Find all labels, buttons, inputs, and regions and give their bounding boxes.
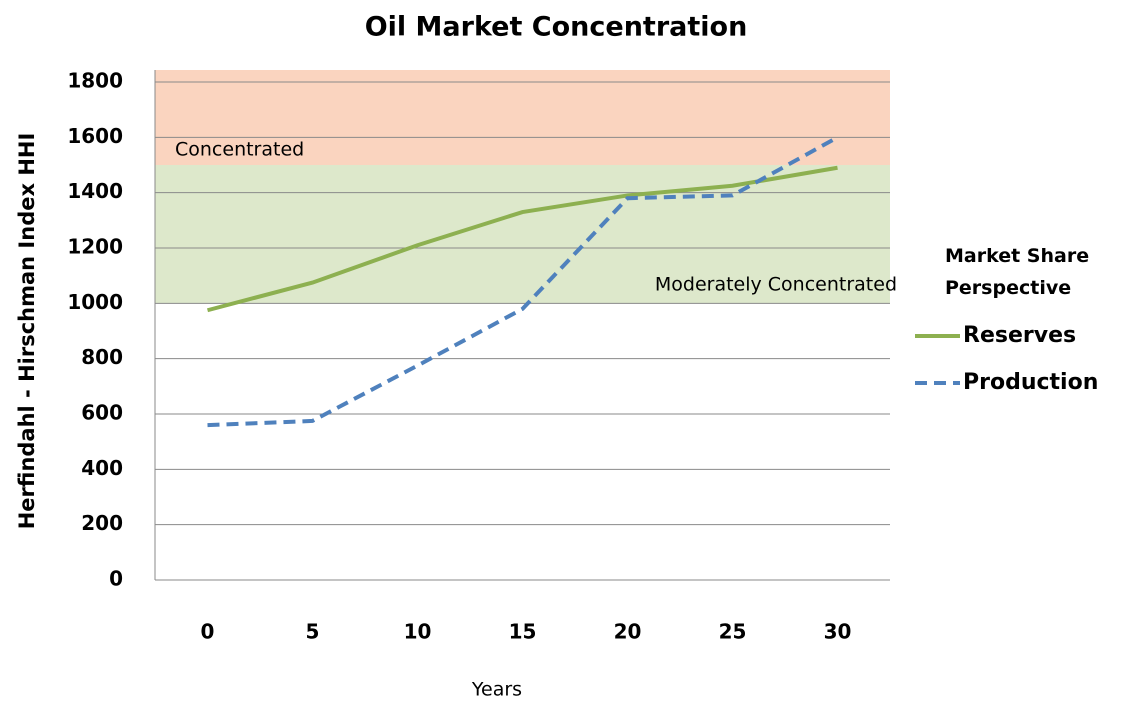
y-tick-label: 1000 <box>67 290 123 314</box>
x-axis-label: Years <box>471 679 522 701</box>
y-tick-label: 1400 <box>67 179 123 203</box>
y-tick-label: 600 <box>81 401 123 425</box>
x-tick-label: 20 <box>614 620 642 644</box>
y-tick-label: 800 <box>81 345 123 369</box>
band-label: Moderately Concentrated <box>655 274 897 296</box>
y-tick-label: 1800 <box>67 69 123 93</box>
x-tick-label: 25 <box>719 620 747 644</box>
series-line <box>206 165 838 313</box>
band <box>155 165 890 304</box>
y-tick-label: 1600 <box>67 124 123 148</box>
y-tick-label: 1200 <box>67 235 123 259</box>
legend-label: Reserves <box>963 323 1076 348</box>
x-tick-label: 10 <box>404 620 432 644</box>
legend-title: Market Share Perspective <box>945 245 1090 299</box>
band-label: Concentrated <box>175 139 304 161</box>
x-tick-label: 15 <box>509 620 537 644</box>
x-tick-label: 30 <box>824 620 852 644</box>
legend-label: Production <box>963 370 1098 395</box>
y-tick-label: 400 <box>81 456 123 480</box>
series-line <box>207 135 839 428</box>
y-tick-label: 200 <box>81 511 123 535</box>
x-tick-label: 0 <box>201 620 215 644</box>
chart-title: Oil Market Concentration <box>365 12 748 43</box>
x-tick-label: 5 <box>306 620 320 644</box>
y-axis-label: Herfindahl - Hirschman Index HHI <box>15 133 39 530</box>
band <box>155 70 890 165</box>
y-tick-label: 0 <box>109 567 123 591</box>
